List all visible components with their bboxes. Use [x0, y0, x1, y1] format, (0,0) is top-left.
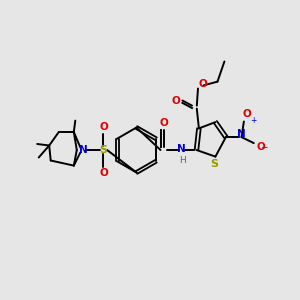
- Text: O: O: [198, 79, 207, 89]
- Text: H: H: [179, 156, 186, 165]
- Text: −: −: [260, 142, 267, 152]
- Text: S: S: [100, 145, 107, 155]
- Text: O: O: [99, 168, 108, 178]
- Text: O: O: [159, 118, 168, 128]
- Text: N: N: [177, 144, 186, 154]
- Text: N: N: [79, 145, 88, 155]
- Text: O: O: [171, 95, 180, 106]
- Text: +: +: [250, 116, 256, 125]
- Text: O: O: [256, 142, 265, 152]
- Text: O: O: [242, 109, 251, 119]
- Text: O: O: [99, 122, 108, 132]
- Text: N: N: [237, 129, 246, 139]
- Text: S: S: [210, 159, 218, 169]
